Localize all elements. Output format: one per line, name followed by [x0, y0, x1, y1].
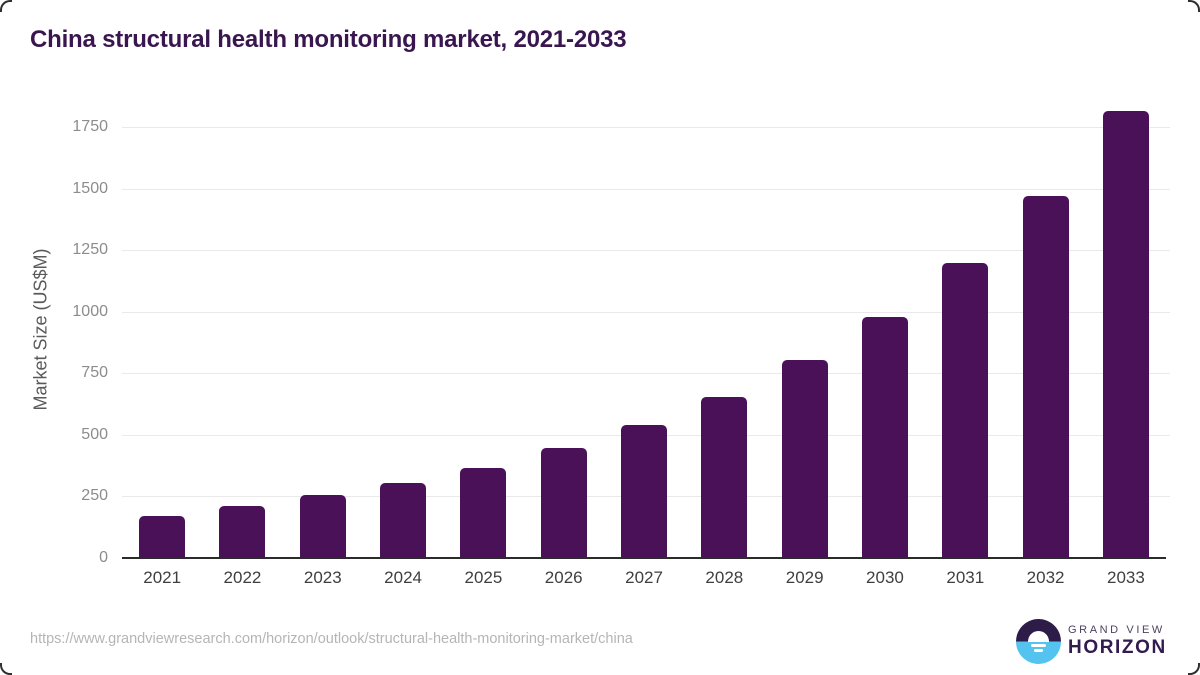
x-tick-label: 2031	[946, 568, 985, 587]
plot-area	[122, 100, 1170, 559]
bar-band	[363, 100, 443, 558]
x-tick-label: 2030	[866, 568, 904, 587]
y-tick-label: 250	[81, 487, 108, 505]
y-axis-labels: 0 250 500 750 1000 1250 1500 1750	[0, 100, 108, 566]
bar-band	[765, 100, 845, 558]
logo-product-name: HORIZON	[1068, 637, 1167, 658]
corner-mark	[0, 0, 12, 12]
bar-band	[1086, 100, 1166, 558]
bar-band	[202, 100, 282, 558]
bar-2029	[781, 359, 828, 558]
bar-band	[283, 100, 363, 558]
bar-band	[925, 100, 1005, 558]
source-url: https://www.grandviewresearch.com/horizo…	[30, 631, 633, 647]
bar-band	[443, 100, 523, 558]
bar-2025	[460, 468, 507, 558]
x-tick-label: 2022	[223, 568, 262, 587]
x-tick-label: 2028	[705, 568, 744, 587]
bar-band	[122, 100, 202, 558]
bar-2031	[942, 262, 989, 558]
x-tick-label: 2029	[785, 568, 824, 587]
x-axis-line	[122, 557, 1166, 559]
x-tick-label: 2032	[1026, 568, 1065, 587]
y-tick-label: 750	[81, 364, 108, 382]
bar-band	[1005, 100, 1085, 558]
bar-2026	[540, 448, 587, 558]
y-tick-label: 500	[81, 425, 108, 443]
gridline	[122, 373, 1170, 375]
x-tick-label: 2023	[303, 568, 342, 587]
y-tick-label: 1500	[72, 179, 108, 197]
x-tick-label: 2024	[384, 568, 422, 587]
bar-series	[122, 100, 1166, 558]
x-tick-label: 2025	[464, 568, 503, 587]
gridline	[122, 311, 1170, 313]
gridline	[122, 127, 1170, 129]
logo-text: GRAND VIEW HORIZON	[1068, 624, 1167, 659]
corner-mark	[0, 663, 12, 675]
bar-band	[684, 100, 764, 558]
grand-view-horizon-logo: GRAND VIEW HORIZON	[1016, 619, 1167, 664]
y-tick-label: 1750	[72, 118, 108, 136]
bar-band	[604, 100, 684, 558]
x-tick-label: 2026	[544, 568, 583, 587]
x-tick-label: 2033	[1106, 568, 1145, 587]
bar-2032	[1022, 196, 1069, 558]
bar-2022	[219, 506, 266, 558]
bar-band	[845, 100, 925, 558]
bar-2033	[1102, 111, 1149, 558]
y-tick-label: 1000	[72, 302, 108, 320]
y-tick-label: 1250	[72, 241, 108, 259]
x-tick-label: 2027	[625, 568, 663, 587]
bar-2023	[299, 495, 346, 558]
chart-title: China structural health monitoring marke…	[30, 26, 627, 53]
gridline	[122, 250, 1170, 252]
bar-2027	[621, 425, 668, 558]
bar-2030	[861, 316, 908, 558]
y-tick-label: 0	[99, 549, 108, 566]
corner-mark	[1188, 663, 1200, 675]
x-axis-labels: 2021 2022 2023 2024 2025 2026 2027 2028 2029 2030…	[122, 568, 1166, 588]
x-tick-label: 2021	[143, 568, 182, 587]
bar-2024	[380, 482, 427, 558]
bar-2028	[701, 396, 748, 558]
logo-brand-name: GRAND VIEW	[1068, 624, 1165, 636]
bar-2021	[139, 516, 186, 558]
bar-band	[524, 100, 604, 558]
horizon-sun-icon	[1016, 619, 1061, 664]
corner-mark	[1188, 0, 1200, 12]
gridline	[122, 188, 1170, 190]
